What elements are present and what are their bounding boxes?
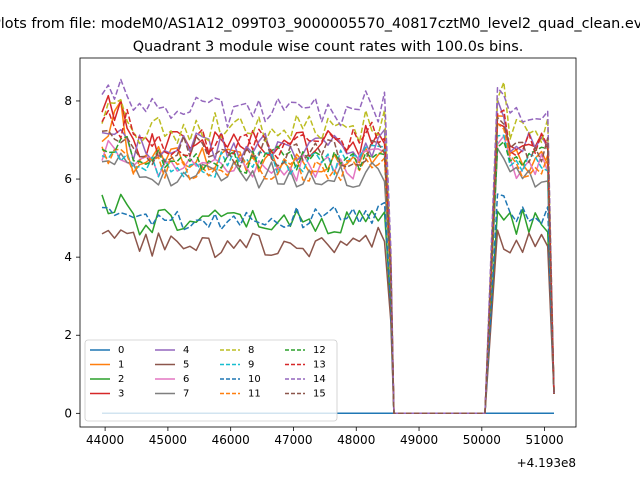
legend-label-2: 2 <box>118 374 124 385</box>
series-line-5 <box>101 226 555 415</box>
y-tick-label: 2 <box>64 328 72 342</box>
legend-label-13: 13 <box>313 360 326 371</box>
legend-label-10: 10 <box>248 374 261 385</box>
figure-suptitle: Plots from file: modeM0/AS1A12_099T03_90… <box>0 16 640 32</box>
x-tick-label: 46000 <box>212 433 250 447</box>
legend-label-5: 5 <box>183 360 189 371</box>
legend-label-9: 9 <box>248 360 254 371</box>
series-line-14 <box>101 78 555 415</box>
x-tick-label: 44000 <box>86 433 124 447</box>
axes: 44000 45000 46000 47000 48000 49000 50000 51000… <box>64 57 577 447</box>
legend-label-3: 3 <box>118 389 124 400</box>
chart-title: Quadrant 3 module wise count rates with … <box>133 39 524 55</box>
legend-label-1: 1 <box>118 360 124 371</box>
x-offset-label: +4.193e8 <box>517 456 576 470</box>
axes-frame <box>79 57 577 428</box>
y-tick-label: 8 <box>64 94 72 108</box>
x-tick-label: 45000 <box>149 433 187 447</box>
legend-label-8: 8 <box>248 345 254 356</box>
x-tick-label: 49000 <box>400 433 438 447</box>
y-tick-label: 0 <box>64 406 72 420</box>
legend-label-11: 11 <box>248 389 261 400</box>
x-tick-label: 50000 <box>463 433 501 447</box>
legend-label-12: 12 <box>313 345 326 356</box>
legend-label-4: 4 <box>183 345 189 356</box>
legend-label-14: 14 <box>313 374 326 385</box>
legend-box <box>84 339 338 422</box>
legend-label-6: 6 <box>183 374 189 385</box>
x-tick-label: 47000 <box>274 433 312 447</box>
series-group <box>101 78 555 415</box>
y-tick-label: 4 <box>64 250 72 264</box>
x-tick-label: 48000 <box>337 433 375 447</box>
x-tick-label: 51000 <box>526 433 564 447</box>
legend-label-7: 7 <box>183 389 189 400</box>
series-line-10 <box>101 193 555 415</box>
legend-label-15: 15 <box>313 389 326 400</box>
legend-label-0: 0 <box>118 345 124 356</box>
series-line-15 <box>101 116 555 415</box>
y-tick-label: 6 <box>64 172 72 186</box>
